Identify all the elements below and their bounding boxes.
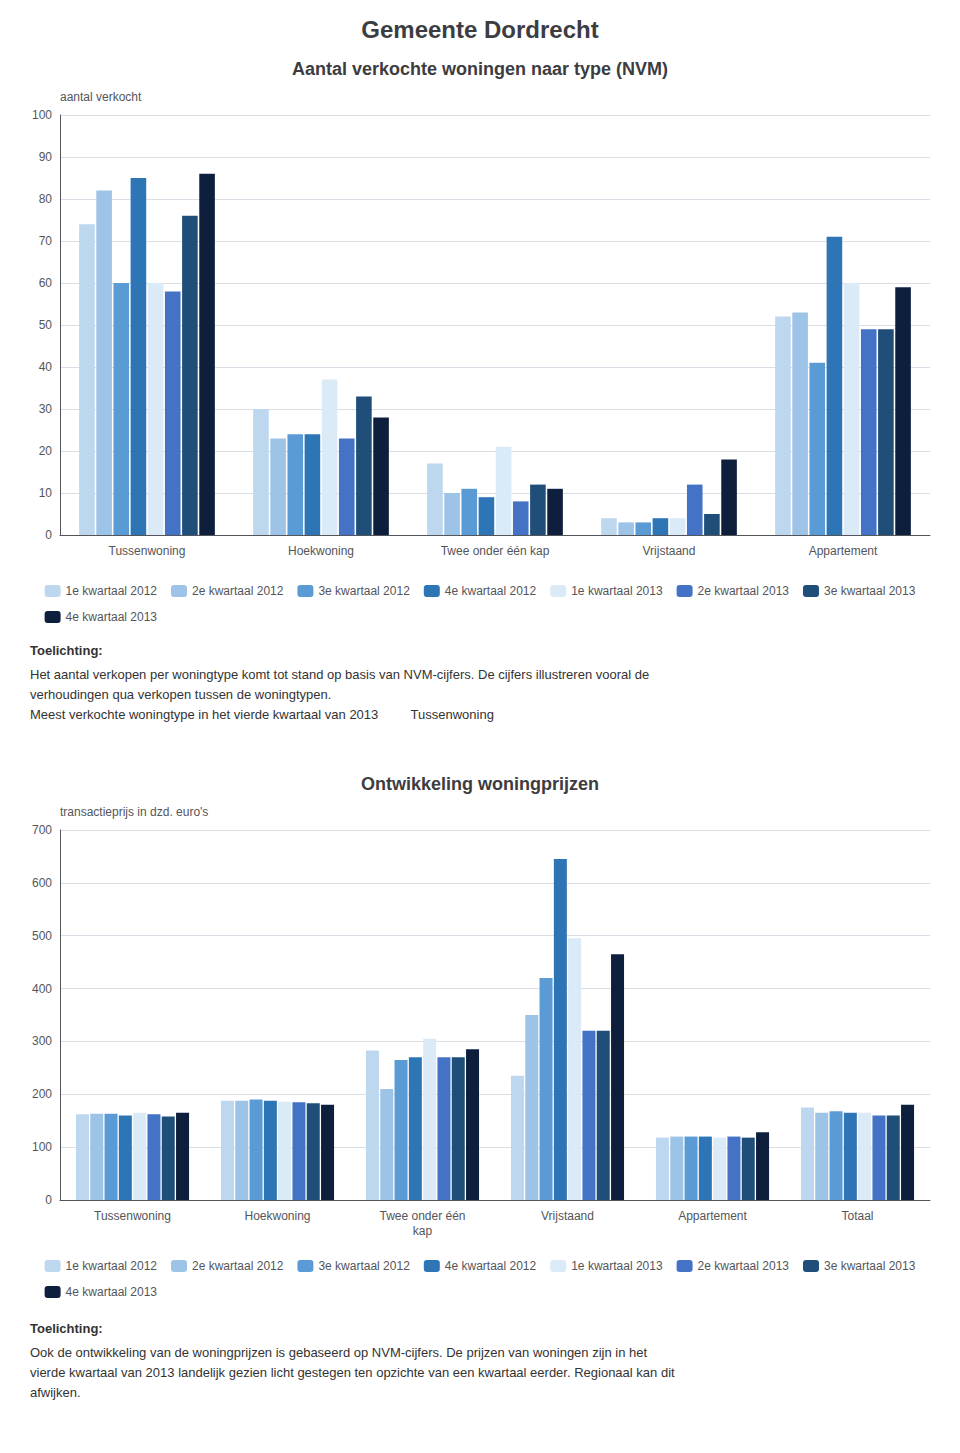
svg-text:4e kwartaal 2013: 4e kwartaal 2013 [66,610,158,624]
svg-text:verhoudingen qua verkopen tuss: verhoudingen qua verkopen tussen de woni… [30,687,331,702]
svg-text:200: 200 [32,1087,52,1101]
svg-text:4e kwartaal 2012: 4e kwartaal 2012 [445,1259,537,1273]
svg-text:2e kwartaal 2012: 2e kwartaal 2012 [192,584,284,598]
svg-text:kap: kap [413,1224,433,1238]
svg-text:Vrijstaand: Vrijstaand [541,1209,594,1223]
svg-text:50: 50 [39,318,53,332]
svg-text:3e kwartaal 2012: 3e kwartaal 2012 [318,584,410,598]
svg-text:aantal verkocht: aantal verkocht [60,90,142,104]
svg-text:Aantal verkochte woningen naar: Aantal verkochte woningen naar type (NVM… [292,59,668,79]
svg-text:afwijken.: afwijken. [30,1385,81,1400]
svg-text:Toelichting:: Toelichting: [30,1321,103,1336]
svg-text:40: 40 [39,360,53,374]
svg-text:60: 60 [39,276,53,290]
svg-text:Appartement: Appartement [809,544,878,558]
svg-text:Hoekwoning: Hoekwoning [244,1209,310,1223]
svg-text:0: 0 [45,528,52,542]
svg-text:600: 600 [32,876,52,890]
svg-text:1e kwartaal 2012: 1e kwartaal 2012 [66,584,158,598]
svg-text:20: 20 [39,444,53,458]
svg-text:4e kwartaal 2012: 4e kwartaal 2012 [445,584,537,598]
svg-text:vierde kwartaal van 2013 lande: vierde kwartaal van 2013 landelijk gezie… [30,1365,675,1380]
svg-text:500: 500 [32,929,52,943]
svg-text:2e kwartaal 2013: 2e kwartaal 2013 [698,1259,790,1273]
svg-text:3e kwartaal 2013: 3e kwartaal 2013 [824,1259,916,1273]
svg-text:Gemeente Dordrecht: Gemeente Dordrecht [361,16,598,43]
svg-text:3e kwartaal 2012: 3e kwartaal 2012 [318,1259,410,1273]
svg-text:1e kwartaal 2013: 1e kwartaal 2013 [571,1259,663,1273]
svg-text:2e kwartaal 2012: 2e kwartaal 2012 [192,1259,284,1273]
svg-text:Toelichting:: Toelichting: [30,643,103,658]
svg-text:30: 30 [39,402,53,416]
svg-text:300: 300 [32,1034,52,1048]
svg-text:100: 100 [32,1140,52,1154]
svg-text:Vrijstaand: Vrijstaand [643,544,696,558]
svg-text:Twee onder één: Twee onder één [379,1209,465,1223]
svg-text:Ook de ontwikkeling van de won: Ook de ontwikkeling van de woningprijzen… [30,1345,647,1360]
svg-text:Tussenwoning: Tussenwoning [94,1209,171,1223]
svg-text:transactieprijs in dzd. euro's: transactieprijs in dzd. euro's [60,805,208,819]
svg-text:1e kwartaal 2013: 1e kwartaal 2013 [571,584,663,598]
svg-text:3e kwartaal 2013: 3e kwartaal 2013 [824,584,916,598]
svg-text:Meest verkochte woningtype in: Meest verkochte woningtype in het vierde… [30,707,494,722]
svg-text:700: 700 [32,823,52,837]
svg-text:2e kwartaal 2013: 2e kwartaal 2013 [698,584,790,598]
svg-text:Appartement: Appartement [678,1209,747,1223]
svg-text:1e kwartaal 2012: 1e kwartaal 2012 [66,1259,158,1273]
svg-text:Ontwikkeling woningprijzen: Ontwikkeling woningprijzen [361,774,599,794]
svg-text:70: 70 [39,234,53,248]
svg-text:Hoekwoning: Hoekwoning [288,544,354,558]
svg-text:0: 0 [45,1193,52,1207]
svg-text:100: 100 [32,108,52,122]
svg-text:Twee onder één kap: Twee onder één kap [441,544,550,558]
svg-text:10: 10 [39,486,53,500]
svg-text:Het aantal verkopen per woning: Het aantal verkopen per woningtype komt … [30,667,649,682]
svg-text:90: 90 [39,150,53,164]
svg-text:4e kwartaal 2013: 4e kwartaal 2013 [66,1285,158,1299]
svg-text:80: 80 [39,192,53,206]
svg-text:Tussenwoning: Tussenwoning [109,544,186,558]
svg-text:400: 400 [32,982,52,996]
svg-text:Totaal: Totaal [841,1209,873,1223]
